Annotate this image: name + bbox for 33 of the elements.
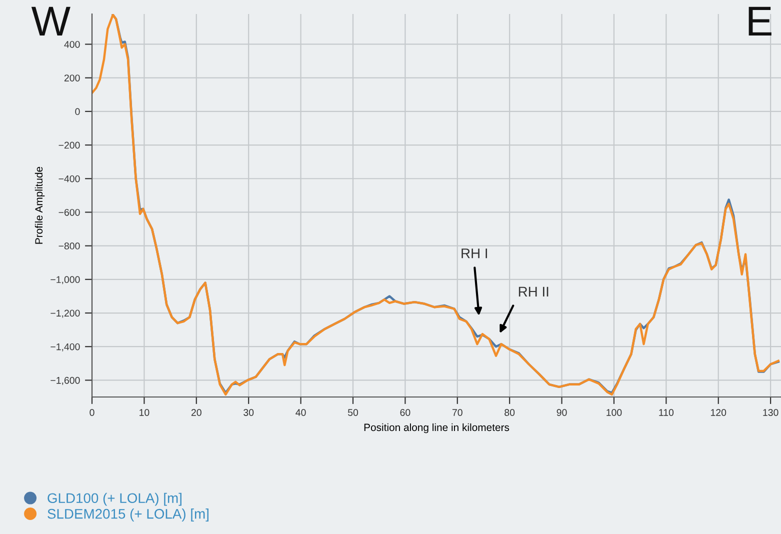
x-tick-label: 120 xyxy=(710,409,726,416)
y-tick-label: −400 xyxy=(58,175,80,182)
x-tick-label: 40 xyxy=(296,409,306,416)
x-tick-label: 10 xyxy=(140,409,150,416)
y-tick-label: 0 xyxy=(75,108,80,116)
text: W xyxy=(31,6,70,36)
y-tick-label: 400 xyxy=(64,40,80,48)
annotation: RH II xyxy=(518,286,548,296)
x-tick-label: 20 xyxy=(191,409,202,416)
y-tick-label: 200 xyxy=(64,74,80,82)
x-tick-label: 60 xyxy=(400,409,410,416)
y-tick-label: −1,200 xyxy=(50,310,80,318)
x-tick-label: 30 xyxy=(244,409,254,416)
x-tick-label: 100 xyxy=(606,409,622,416)
y-tick-label: −800 xyxy=(58,242,80,250)
y-axis-title: Profile Amplitude xyxy=(34,166,45,244)
x-tick-label: 110 xyxy=(659,409,674,416)
x-tick-label: 80 xyxy=(504,409,515,416)
x-tick-label: 70 xyxy=(452,409,462,416)
legend-label: SLDEM2015 (+ LOLA) [m] xyxy=(48,508,208,522)
legend-label: GLD100 (+ LOLA) [m] xyxy=(48,492,182,506)
y-tick-label: −1,400 xyxy=(50,343,80,352)
annotation: RH I xyxy=(462,248,488,258)
y-tick-label: −1,000 xyxy=(50,276,80,284)
y-tick-label: −600 xyxy=(58,208,80,216)
x-tick-label: 90 xyxy=(556,409,567,416)
annotation: E xyxy=(748,6,772,36)
x-axis-title: Position along line in kilometers xyxy=(364,423,510,434)
x-tick-label: 50 xyxy=(348,409,358,416)
x-tick-label: 0 xyxy=(90,409,94,416)
y-tick-label: −200 xyxy=(58,142,80,149)
y-tick-label: −1,600 xyxy=(50,376,80,385)
x-tick-label: 130 xyxy=(763,409,778,416)
